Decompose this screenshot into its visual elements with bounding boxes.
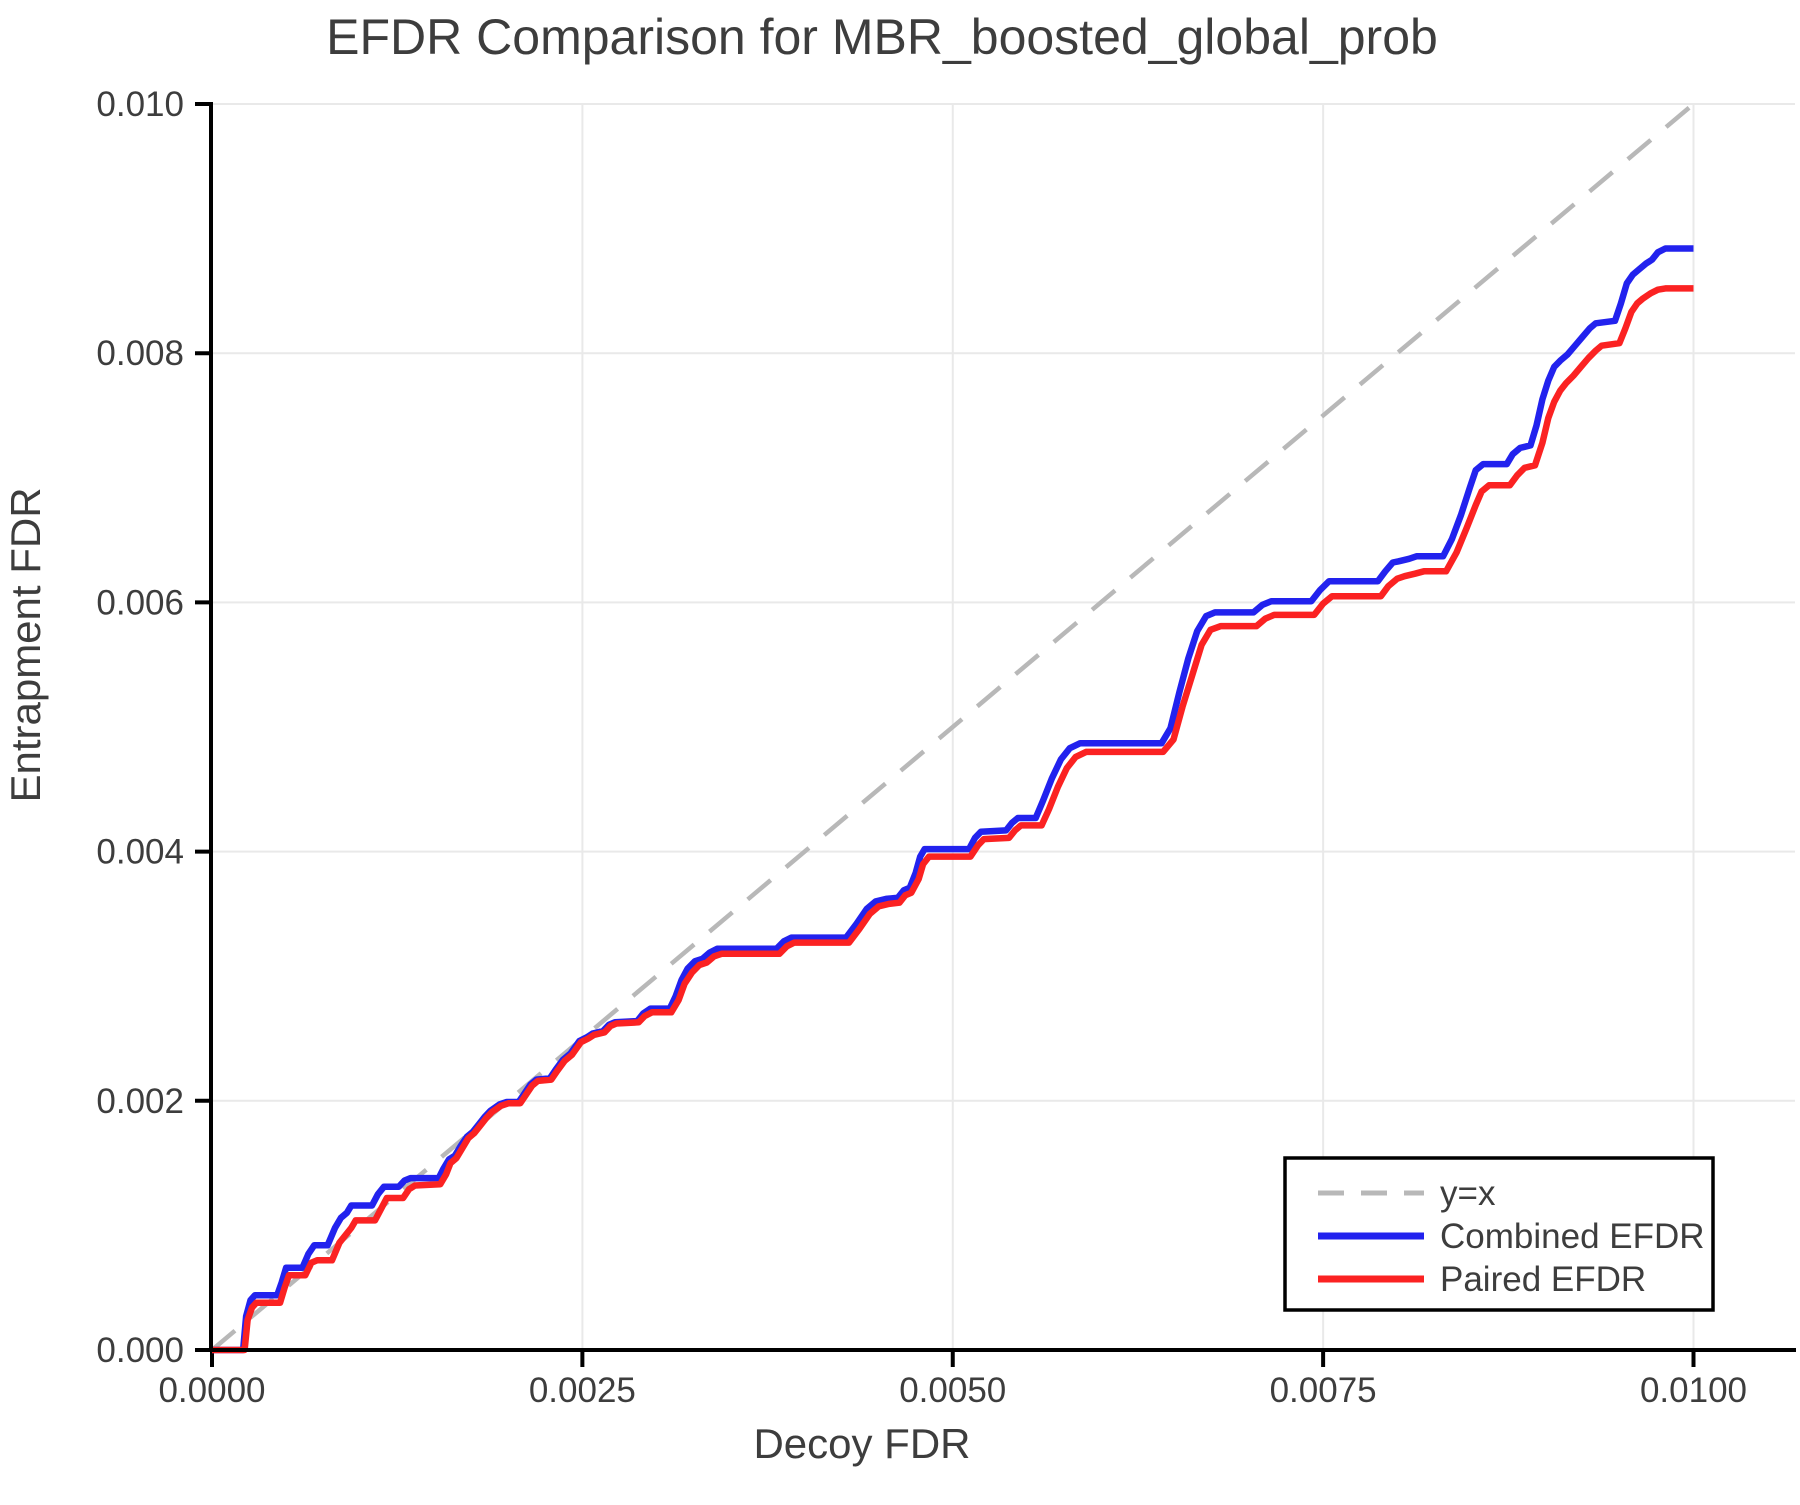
x-tick-label: 0.0025 xyxy=(529,1371,636,1410)
y-tick-label: 0.006 xyxy=(96,583,184,622)
legend-paired-label: Paired EFDR xyxy=(1440,1260,1646,1299)
x-tick-label: 0.0000 xyxy=(158,1371,265,1410)
y-tick-label: 0.000 xyxy=(96,1331,184,1370)
y-tick-label: 0.010 xyxy=(96,85,184,124)
legend: y=x Combined EFDR Paired EFDR xyxy=(1283,1156,1715,1312)
chart-title: EFDR Comparison for MBR_boosted_global_p… xyxy=(326,9,1438,65)
y-tick-label: 0.002 xyxy=(96,1082,184,1121)
tick-label-layer: 0.0000 0.0025 0.0050 0.0075 0.0100 0.000 0.002… xyxy=(96,85,1747,1410)
series-layer xyxy=(210,102,1695,1354)
x-tick-label: 0.0050 xyxy=(899,1371,1006,1410)
legend-combined-label: Combined EFDR xyxy=(1440,1217,1705,1256)
x-tick-label: 0.0075 xyxy=(1270,1371,1377,1410)
y-tick-label: 0.004 xyxy=(96,833,184,872)
series-line-paired-efdr xyxy=(212,285,1694,1354)
legend-identity-label: y=x xyxy=(1440,1174,1496,1213)
series-line-combined-efdr xyxy=(212,245,1694,1354)
y-tick-label: 0.008 xyxy=(96,334,184,373)
x-tick-label: 0.0100 xyxy=(1640,1371,1747,1410)
y-axis-label: Entrapment FDR xyxy=(2,487,49,802)
identity-line xyxy=(210,102,1695,1352)
x-axis-label: Decoy FDR xyxy=(753,1420,970,1467)
